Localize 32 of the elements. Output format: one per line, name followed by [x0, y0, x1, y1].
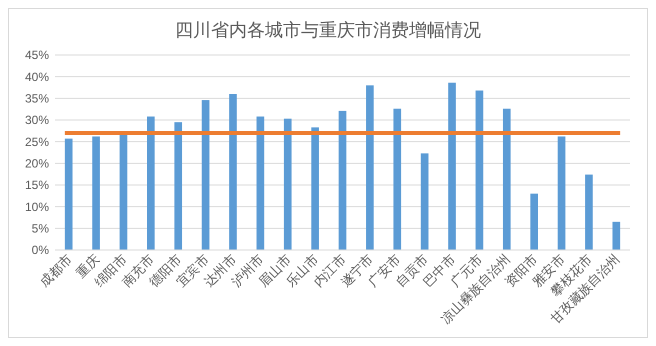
bar: [92, 136, 100, 250]
y-tick-label: 15%: [24, 178, 50, 192]
bar: [393, 108, 402, 250]
y-tick-label: 30%: [24, 113, 50, 128]
bar: [64, 138, 73, 250]
bar: [420, 153, 428, 250]
y-tick-label: 25%: [24, 134, 50, 149]
y-tick-label: 0%: [32, 243, 50, 258]
chart-title: 四川省内各城市与重庆市消费增幅情况: [175, 20, 481, 40]
bar: [448, 82, 456, 250]
bar: [476, 90, 484, 250]
bar: [120, 134, 128, 250]
bar: [202, 100, 210, 250]
bar: [311, 127, 319, 250]
y-tick-label: 35%: [24, 92, 50, 106]
bar: [256, 116, 264, 250]
bar: [338, 110, 346, 250]
bar: [229, 94, 237, 250]
y-tick-label: 20%: [24, 156, 50, 171]
y-tick-label: 5%: [32, 222, 50, 236]
bar: [558, 136, 566, 250]
bar: [612, 222, 620, 250]
y-tick-label: 40%: [24, 70, 50, 84]
bar: [284, 118, 292, 250]
bar: [585, 174, 593, 250]
y-tick-label: 45%: [24, 48, 50, 62]
y-tick-label: 10%: [24, 200, 50, 214]
bar: [530, 194, 538, 250]
bar: [174, 122, 182, 250]
bar: [502, 108, 511, 250]
bar: [147, 116, 155, 250]
bar: [366, 85, 374, 250]
